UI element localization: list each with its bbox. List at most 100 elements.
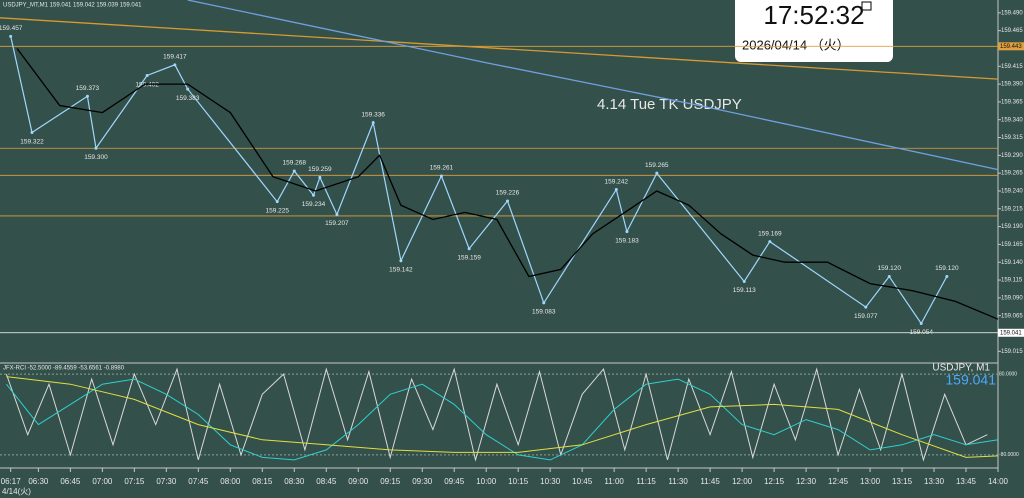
x-tick-label: 09:00 [348,477,369,486]
annotation: 4.14 Tue TK USDJPY [597,96,742,113]
swing-point [186,87,190,91]
swing-label: 159.259 [308,166,332,173]
x-tick-label: 10:00 [476,477,497,486]
swing-point [30,131,34,135]
swing-label: 159.322 [20,138,44,145]
x-tick-label: 08:00 [220,477,241,486]
swing-label: 159.373 [76,85,100,92]
level-label: 159.041 [1000,330,1022,336]
swing-label: 159.336 [361,111,385,118]
swing-label: 159.169 [758,230,782,237]
swing-point [542,301,546,305]
swing-point [173,63,177,67]
swing-label: 159.265 [645,162,669,169]
swing-label: 159.142 [389,267,413,274]
series-line [187,0,999,171]
swing-point [439,174,443,178]
swing-point [467,247,471,251]
x-tick-label: 07:15 [124,477,145,486]
level-label: 159.443 [1000,44,1022,50]
x-tick-label: 13:00 [860,477,881,486]
swing-label: 159.083 [532,309,556,316]
series-line [6,376,999,458]
swing-label: 159.207 [325,220,349,227]
x-tick-label: 09:15 [380,477,401,486]
swing-label: 159.225 [265,207,289,214]
y-tick-label: 159.340 [1001,117,1023,123]
swing-point [887,274,891,278]
y-tick-label: 159.265 [1001,171,1023,177]
x-tick-label: 13:30 [924,477,945,486]
x-tick-label: 06:17 [1,477,22,486]
swing-point [275,200,279,204]
x-tick-label: 07:00 [92,477,113,486]
swing-label: 159.383 [176,95,200,102]
sub-header: JFX-RCI -52.5000 -89.4559 -53.6561 -0.89… [3,366,125,372]
swing-label: 159.234 [302,201,326,208]
y-tick-label: 159.215 [1001,206,1023,212]
x-tick-label: 10:30 [540,477,561,486]
swing-label: 159.457 [0,25,23,32]
y-tick-label: 159.490 [1001,10,1023,16]
y-tick-label: 159.365 [1001,99,1023,105]
swing-point [864,305,868,309]
swing-point [742,279,746,283]
swing-label: 159.120 [877,265,901,272]
y-tick-label: 159.165 [1001,242,1023,248]
x-tick-label: 10:45 [572,477,593,486]
swing-point [399,259,403,263]
swing-label: 159.417 [163,54,187,61]
swing-point [145,74,149,78]
x-tick-label: 11:15 [636,477,656,486]
y-tick-label: -80.0000 [999,452,1019,458]
series-line [0,17,999,80]
x-tick-label: 12:15 [764,477,785,486]
y-tick-label: 159.090 [1001,295,1023,301]
x-tick-label: 09:45 [444,477,465,486]
y-tick-label: 159.465 [1001,28,1023,34]
header: USDJPY_MT,M1 159.041 159.042 159.039 159… [3,3,142,9]
swing-label: 159.159 [457,254,481,261]
x-tick-label: 08:45 [316,477,337,486]
x-tick-label: 13:45 [956,477,977,486]
x-tick-label: 12:30 [796,477,817,486]
swing-point [655,171,659,175]
x-tick-label: 06:45 [60,477,81,486]
swing-point [85,94,89,98]
swing-label: 159.183 [615,237,639,244]
date-label: 4/14(火) [2,487,31,496]
swing-label: 159.120 [935,265,959,272]
swing-point [625,230,629,234]
y-tick-label: 159.115 [1001,278,1023,284]
swing-label: 159.268 [283,160,307,167]
clock-date: 2026/04/14 （火） [742,37,850,52]
swing-label: 159.300 [84,154,108,161]
y-tick-label: 159.240 [1001,189,1023,195]
series-line [16,48,999,320]
x-tick-label: 07:45 [188,477,209,486]
swing-label: 159.242 [605,178,629,185]
x-tick-label: 11:00 [604,477,624,486]
clock-icon [861,1,872,11]
x-tick-label: 08:30 [284,477,305,486]
level-box [998,328,1024,337]
y-tick-label: 159.190 [1001,224,1023,230]
y-tick-label: 159.290 [1001,153,1023,159]
swing-point [94,146,98,150]
x-tick-label: 08:15 [252,477,273,486]
swing-label: 159.077 [854,313,878,320]
symbol-label: USDJPY, M1 [932,363,990,374]
swing-point [371,121,375,125]
x-tick-label: 13:15 [892,477,913,486]
y-tick-label: 159.140 [1001,260,1023,266]
x-tick-label: 10:15 [508,477,529,486]
y-tick-label: 159.315 [1001,135,1023,141]
swing-label: 159.054 [909,329,933,336]
level-box [998,42,1024,51]
swing-point [292,169,296,173]
series-line [5,367,988,462]
x-tick-label: 12:45 [828,477,849,486]
swing-label: 159.261 [430,165,454,172]
